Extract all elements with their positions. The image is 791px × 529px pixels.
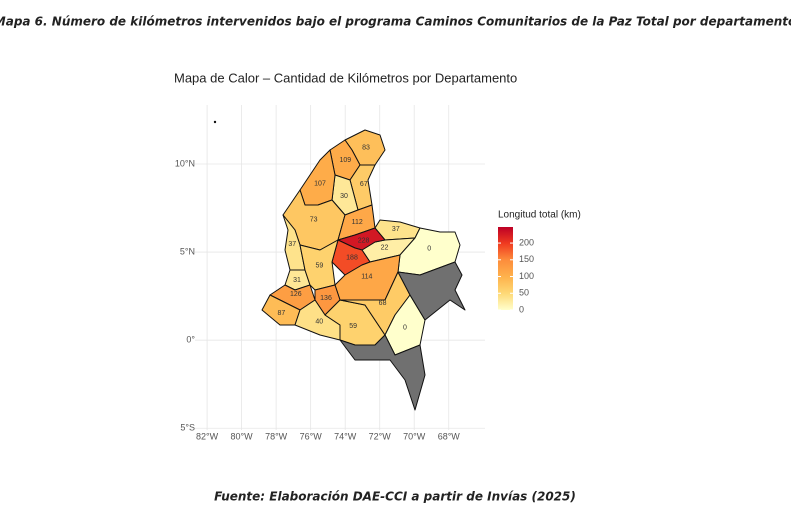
chart-title: Mapa de Calor – Cantidad de Kilómetros p… xyxy=(174,70,517,85)
x-tick-label: 82°W xyxy=(196,431,219,441)
y-tick-label: 5°S xyxy=(180,423,195,433)
data-label: 68 xyxy=(379,300,387,307)
x-tick-label: 80°W xyxy=(231,431,254,441)
y-tick-label: 5°N xyxy=(180,246,195,256)
department xyxy=(299,149,336,206)
figure-title: Mapa 6. Número de kilómetros intervenido… xyxy=(0,15,791,29)
colorbar xyxy=(498,227,513,310)
data-label: 0 xyxy=(403,324,407,331)
colorbar-label: 150 xyxy=(519,254,534,264)
data-label: 109 xyxy=(339,157,351,164)
data-label: 22 xyxy=(381,245,389,252)
x-tick-label: 72°W xyxy=(369,431,392,441)
x-tick-label: 68°W xyxy=(438,431,461,441)
x-tick-label: 70°W xyxy=(403,431,426,441)
colorbar-label: 200 xyxy=(519,237,534,247)
data-label: 228 xyxy=(358,237,370,244)
data-label: 40 xyxy=(315,318,323,325)
department-no-data xyxy=(339,334,426,411)
data-label: 136 xyxy=(320,295,332,302)
x-tick-label: 76°W xyxy=(300,431,323,441)
map xyxy=(213,120,466,411)
data-label: 87 xyxy=(278,310,286,317)
island xyxy=(213,120,217,124)
data-label: 83 xyxy=(362,145,370,152)
data-label: 59 xyxy=(349,323,357,330)
department-no-data xyxy=(397,261,466,321)
x-tick-label: 74°W xyxy=(334,431,357,441)
colorbar-label: 100 xyxy=(519,271,534,281)
legend-title: Longitud total (km) xyxy=(498,210,581,221)
data-label: 188 xyxy=(346,254,358,261)
data-label: 126 xyxy=(290,291,302,298)
source: Fuente: Elaboración DAE-CCI a partir de … xyxy=(214,490,576,504)
data-label: 73 xyxy=(310,216,318,223)
x-tick-label: 78°W xyxy=(265,431,288,441)
department xyxy=(299,239,339,291)
colorbar-label: 0 xyxy=(519,304,524,314)
data-label: 0 xyxy=(427,246,431,253)
data-label: 37 xyxy=(288,241,296,248)
y-tick-label: 10°N xyxy=(175,158,195,168)
data-label: 112 xyxy=(352,219,363,226)
data-label: 31 xyxy=(293,277,301,284)
data-label: 67 xyxy=(360,181,368,188)
y-tick-label: 0° xyxy=(186,335,195,345)
data-label: 37 xyxy=(392,226,400,233)
data-label: 114 xyxy=(361,274,372,281)
data-label: 59 xyxy=(315,263,323,270)
colorbar-label: 50 xyxy=(519,288,529,298)
data-label: 30 xyxy=(340,193,348,200)
data-label: 107 xyxy=(314,180,326,187)
